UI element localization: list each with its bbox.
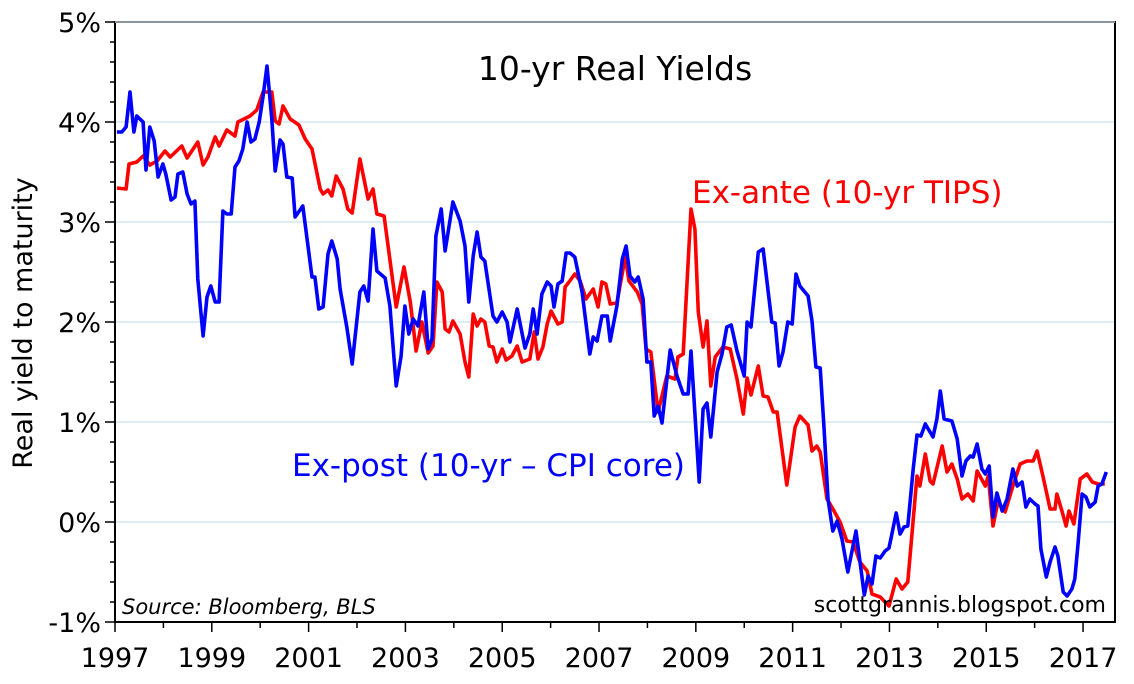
y-tick-label: 1% — [58, 408, 101, 439]
y-tick-label: 5% — [58, 8, 101, 39]
x-tick-label: 1999 — [177, 643, 246, 674]
source-note: Source: Bloomberg, BLS — [122, 595, 376, 619]
y-tick-label: 2% — [58, 308, 101, 339]
x-tick-label: 2015 — [952, 643, 1021, 674]
legend-label-ex-ante: Ex-ante (10-yr TIPS) — [692, 175, 1003, 211]
y-tick-label: -1% — [48, 608, 101, 639]
x-tick-label: 2001 — [274, 643, 343, 674]
x-tick-label: 2011 — [758, 643, 827, 674]
x-tick-label: 2017 — [1049, 643, 1118, 674]
chart-title: 10-yr Real Yields — [478, 49, 752, 88]
series-line-ex-post — [116, 64, 1108, 598]
x-axis: 1997 1999 2001 2003 2005 2007 2009 2011 2013 2015… — [81, 622, 1118, 674]
series-line-ex-ante — [116, 90, 1105, 608]
x-tick-label: 2003 — [371, 643, 440, 674]
y-tick-label: 4% — [58, 108, 101, 139]
series-lines — [116, 64, 1108, 608]
legend-label-ex-post: Ex-post (10-yr – CPI core) — [292, 448, 685, 484]
y-axis-label: Real yield to maturity — [8, 177, 39, 469]
x-tick-label: 2005 — [468, 643, 537, 674]
watermark: scottgrannis.blogspot.com — [814, 593, 1106, 618]
y-axis: -1% 0% 1% 2% 3% 4% 5% — [48, 8, 115, 639]
y-tick-label: 3% — [58, 208, 101, 239]
x-tick-label: 1997 — [81, 643, 150, 674]
y-tick-label: 0% — [58, 508, 101, 539]
x-tick-label: 2013 — [855, 643, 924, 674]
x-tick-label: 2007 — [565, 643, 634, 674]
x-tick-label: 2009 — [661, 643, 730, 674]
